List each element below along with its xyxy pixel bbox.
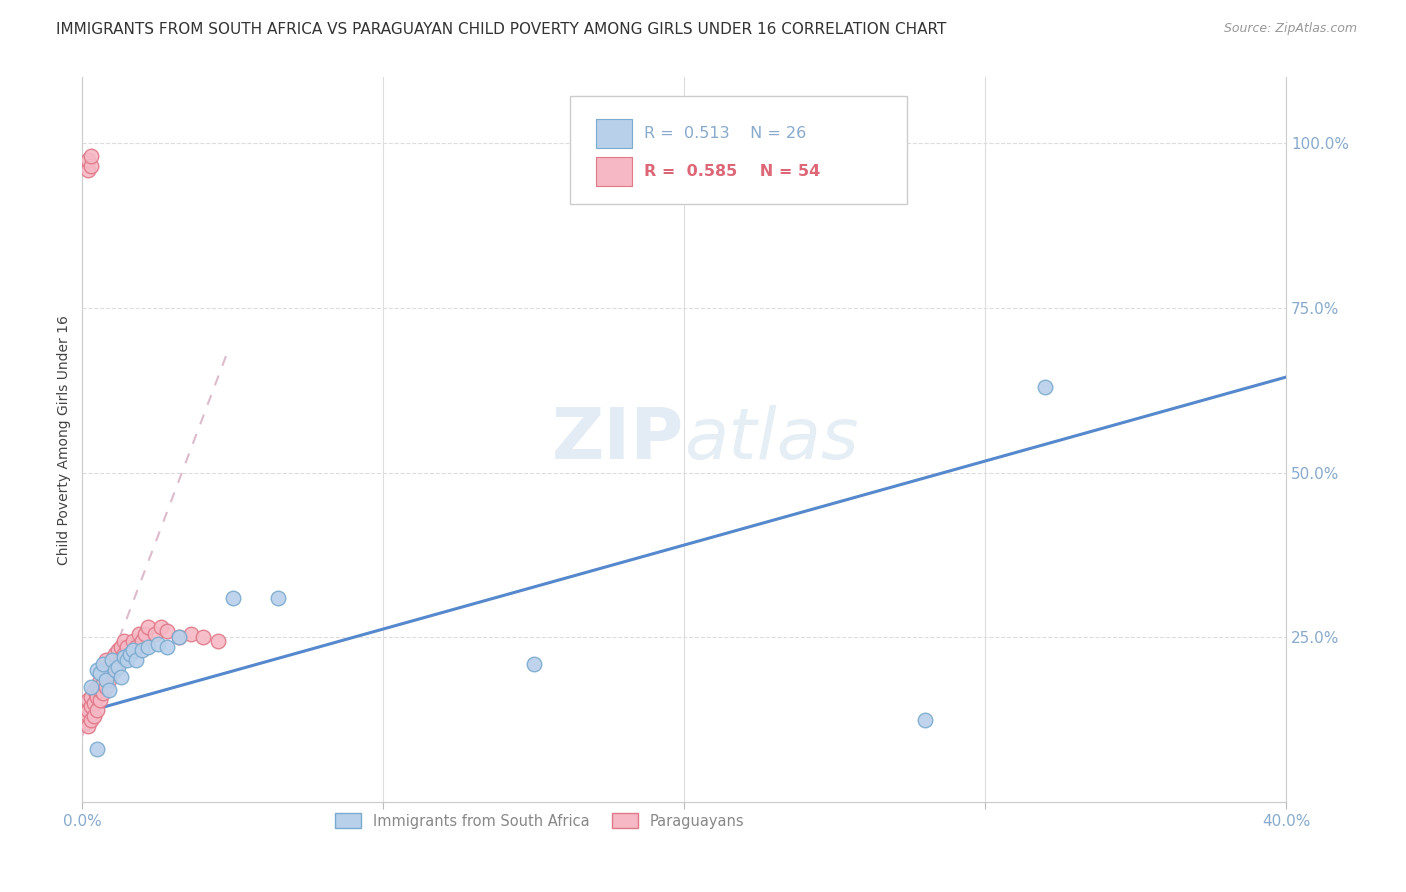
Point [93,663,115,677]
Point [112,650,135,665]
Point [75,706,97,720]
Point [117,640,139,654]
Point [80,680,103,694]
Point [134,627,156,641]
Text: ZIP: ZIP [553,405,685,475]
Point [110,640,132,654]
Point [77,153,100,167]
Y-axis label: Child Poverty Among Girls Under 16: Child Poverty Among Girls Under 16 [58,315,72,565]
Point [98,682,121,697]
Point [155,624,177,638]
Point [107,657,129,671]
Point [122,643,145,657]
Point [93,657,115,671]
Point [101,666,124,681]
Point [80,149,103,163]
Point [93,686,115,700]
Point [83,682,105,697]
Text: R =  0.585    N = 54: R = 0.585 N = 54 [644,164,821,179]
Point [77,162,100,177]
Point [86,742,108,756]
Point [117,653,139,667]
Point [167,630,190,644]
Point [80,690,103,704]
Point [89,666,111,681]
Point [89,682,111,697]
Text: Source: ZipAtlas.com: Source: ZipAtlas.com [1223,22,1357,36]
Bar [596,157,633,186]
Point [86,703,108,717]
Text: IMMIGRANTS FROM SOUTH AFRICA VS PARAGUAYAN CHILD POVERTY AMONG GIRLS UNDER 16 CO: IMMIGRANTS FROM SOUTH AFRICA VS PARAGUAY… [56,22,946,37]
Point [914,713,936,727]
Point [98,660,121,674]
Point [107,643,129,657]
Point [89,673,111,687]
Point [167,630,190,644]
Point [86,680,108,694]
Legend: Immigrants from South Africa, Paraguayans: Immigrants from South Africa, Paraguayan… [329,807,749,835]
Point [89,693,111,707]
Point [96,680,118,694]
Point [96,673,118,687]
Point [101,653,124,667]
Point [86,690,108,704]
Point [267,591,290,605]
Point [104,647,127,661]
Point [523,657,546,671]
Point [125,640,148,654]
Point [86,663,108,677]
Text: R =  0.513    N = 26: R = 0.513 N = 26 [644,126,807,141]
Point [93,676,115,690]
Point [80,713,103,727]
Point [110,670,132,684]
Point [180,627,202,641]
FancyBboxPatch shape [569,95,907,204]
Point [120,647,142,661]
Point [112,647,135,661]
Point [1033,380,1056,394]
Point [98,673,121,687]
Point [112,633,135,648]
Point [146,637,169,651]
Point [155,640,177,654]
Point [83,709,105,723]
Point [104,660,127,674]
Point [122,633,145,648]
Point [138,640,160,654]
Point [128,627,150,641]
Point [96,653,118,667]
Bar [596,119,633,148]
Point [131,643,153,657]
Point [110,653,132,667]
Point [207,633,229,648]
Text: atlas: atlas [685,405,859,475]
Point [101,653,124,667]
Point [77,703,100,717]
Point [96,666,118,681]
Point [131,633,153,648]
Point [149,620,172,634]
Point [80,159,103,173]
Point [138,620,160,634]
Point [143,627,166,641]
Point [107,660,129,674]
Point [222,591,245,605]
Point [77,719,100,733]
Point [120,647,142,661]
Point [75,715,97,730]
Point [83,696,105,710]
Point [191,630,214,644]
Point [125,653,148,667]
Point [77,693,100,707]
Point [104,663,127,677]
Point [80,699,103,714]
